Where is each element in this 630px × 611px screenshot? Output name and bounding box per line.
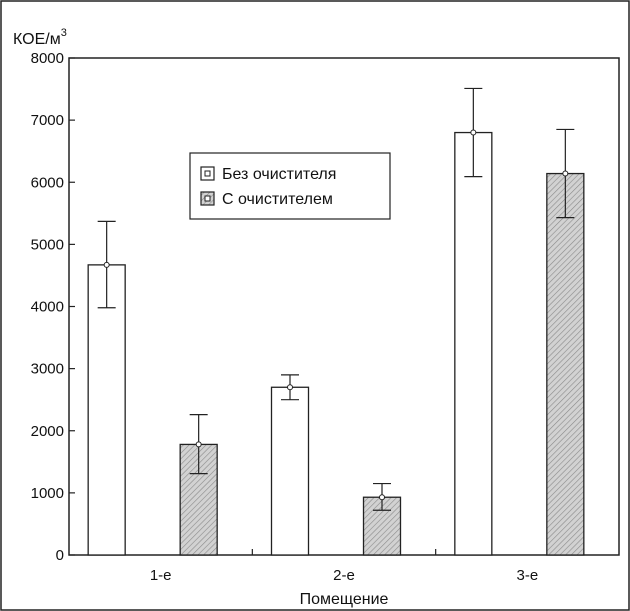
x-axis-title: Помещение [300,591,389,608]
legend-swatch-marker [204,195,211,202]
y-tick-label: 1000 [31,485,64,502]
y-tick-label: 4000 [31,299,64,316]
bar [270,386,310,556]
mean-marker [195,441,202,448]
bar [87,264,126,556]
mean-marker [562,170,569,177]
x-axis: 1-е 2-е 3-е [150,549,538,584]
mean-marker [379,494,385,501]
y-tick-label: 5000 [31,236,64,253]
legend: Без очистителя С очистителем [189,152,391,220]
bar [546,172,585,556]
y-tick-label: 0 [56,547,64,564]
y-tick-label: 8000 [31,50,64,67]
x-tick-label: 2-е [333,567,355,584]
x-tick-label: 1-е [150,567,172,584]
error-bars [97,87,575,511]
y-axis-title: КОЕ/м3 [13,27,67,48]
bar [454,131,493,556]
mean-marker [103,261,110,268]
legend-box [189,152,391,220]
y-tick-label: 3000 [31,361,64,378]
y-axis-title-text: КОЕ/м [13,31,61,48]
y-axis-title-superscript: 3 [61,27,67,39]
mean-marker [470,129,477,136]
legend-label-without-purifier: Без очистителя [222,166,336,183]
x-tick-label: 3-е [516,567,538,584]
y-tick-label: 6000 [31,174,64,191]
y-tick-label: 7000 [31,112,64,129]
y-axis: 0 1000 2000 3000 4000 5000 6000 7000 8000 [31,50,75,564]
bars [87,131,585,556]
mean-marker [287,384,293,391]
legend-label-with-purifier: С очистителем [222,191,333,208]
y-tick-label: 2000 [31,423,64,440]
legend-swatch-marker [204,170,211,177]
